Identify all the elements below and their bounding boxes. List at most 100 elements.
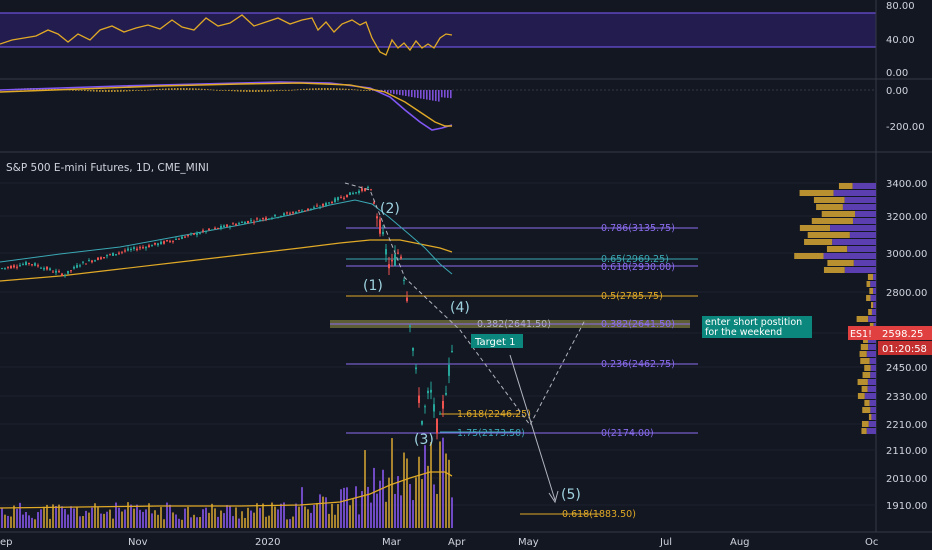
rsi-tick-label: 80.00 <box>886 1 915 12</box>
volume-bar <box>349 505 351 528</box>
x-tick-label: Apr <box>448 537 466 548</box>
profile-bar-buy <box>842 204 876 210</box>
volume-bar <box>343 487 345 528</box>
volume-bar <box>394 493 396 528</box>
volume-bar <box>367 486 369 528</box>
candle-body <box>451 351 453 353</box>
candle-body <box>295 211 297 214</box>
macd-hist-bar <box>237 90 239 92</box>
candle-body <box>127 248 129 251</box>
macd-hist-bar <box>150 89 152 91</box>
macd-hist-bar <box>402 90 404 96</box>
candle-body <box>274 214 276 217</box>
candle-body <box>148 245 150 248</box>
symbol-badge-bg <box>848 326 878 340</box>
volume-bar <box>283 502 285 528</box>
y-tick-label: 2330.00 <box>886 392 927 403</box>
volume-bar <box>181 519 183 528</box>
macd-hist-bar <box>252 90 254 92</box>
volume-bar <box>448 459 450 528</box>
macd-hist-bar <box>51 88 53 90</box>
x-tick-label: ep <box>0 537 13 548</box>
profile-bar-buy <box>844 197 876 203</box>
profile-bar-sell <box>811 218 853 224</box>
candle-body <box>91 260 93 263</box>
candle-body <box>385 249 387 255</box>
macd-hist-bar <box>300 89 302 90</box>
fib-levels: 0.786(3135.75) 0.65(2969.25)0.618(2930.00… <box>330 223 698 520</box>
volume-bar <box>379 480 381 528</box>
ma-50 <box>0 199 453 275</box>
profile-bar-sell <box>838 183 853 189</box>
volume-bar <box>166 502 168 528</box>
macd-hist-bar <box>84 90 86 91</box>
macd-hist-bar <box>318 88 320 90</box>
macd-signal <box>0 82 452 127</box>
candle-body <box>325 203 327 206</box>
last-price-bg <box>878 326 932 340</box>
macd-tick-label: -200.00 <box>886 122 925 133</box>
volume-bar <box>316 502 318 528</box>
candle-body <box>49 268 51 270</box>
candle-body <box>163 241 165 244</box>
candle-body <box>172 240 174 242</box>
volume-bar <box>373 467 375 528</box>
wave-label-1: (1) <box>363 278 383 294</box>
candle-body <box>445 392 447 395</box>
candle-body <box>247 221 249 224</box>
volume-bar <box>298 506 300 528</box>
candle-body <box>130 248 132 250</box>
volume-ma <box>0 471 453 509</box>
profile-bar-sell <box>868 414 872 420</box>
macd-hist-bar <box>72 89 74 91</box>
volume-bar <box>154 510 156 528</box>
profile-bar-sell <box>859 351 867 357</box>
x-tick-label: 2020 <box>255 537 280 548</box>
y-tick-label: 3000.00 <box>886 249 927 260</box>
candle-body <box>67 270 69 274</box>
macd-hist-bar <box>168 88 170 90</box>
volume-bar <box>370 502 372 528</box>
candle-body <box>337 197 339 201</box>
macd-hist-bar <box>273 90 275 92</box>
macd-hist-bar <box>243 90 245 92</box>
volume-bar <box>277 509 279 528</box>
candle-body <box>394 254 396 266</box>
candle-body <box>106 255 108 257</box>
candle-body <box>298 210 300 212</box>
volume-bar <box>259 508 261 528</box>
volume-bar <box>73 508 75 528</box>
volume-bar <box>217 516 219 528</box>
candle-body <box>25 261 27 266</box>
target-arrow-head <box>548 490 559 504</box>
profile-bar-sell <box>813 197 845 203</box>
candle-body <box>52 271 54 273</box>
candle-body <box>265 217 267 220</box>
price-grid <box>0 182 876 506</box>
wave-label-3: (3) <box>414 432 434 448</box>
candle-body <box>142 247 144 249</box>
macd-hist-bar <box>426 90 428 100</box>
time-axis: ep Nov 2020 Mar Apr May Jul Aug Oc <box>0 537 878 548</box>
macd-hist-bar <box>222 90 224 91</box>
candle-body <box>34 263 36 266</box>
volume-bar <box>190 517 192 528</box>
volume-bar <box>304 506 306 528</box>
y-tick-label: 2210.00 <box>886 420 927 431</box>
volume-bar <box>160 507 162 528</box>
macd-hist-bar <box>414 90 416 98</box>
macd-hist-bar <box>90 90 92 92</box>
candle-body <box>85 263 87 265</box>
y-tick-label: 3400.00 <box>886 179 927 190</box>
fib-label: 0(2174.00) <box>601 428 654 439</box>
macd-hist-bar <box>417 90 419 99</box>
volume-bar <box>1 508 3 528</box>
volume-bar <box>427 465 429 528</box>
macd-hist-bar <box>447 90 449 98</box>
candle-body <box>415 367 417 370</box>
volume-bar <box>364 450 366 528</box>
candle-body <box>388 264 390 269</box>
candle-body <box>421 420 423 425</box>
volume-bar <box>211 503 213 528</box>
